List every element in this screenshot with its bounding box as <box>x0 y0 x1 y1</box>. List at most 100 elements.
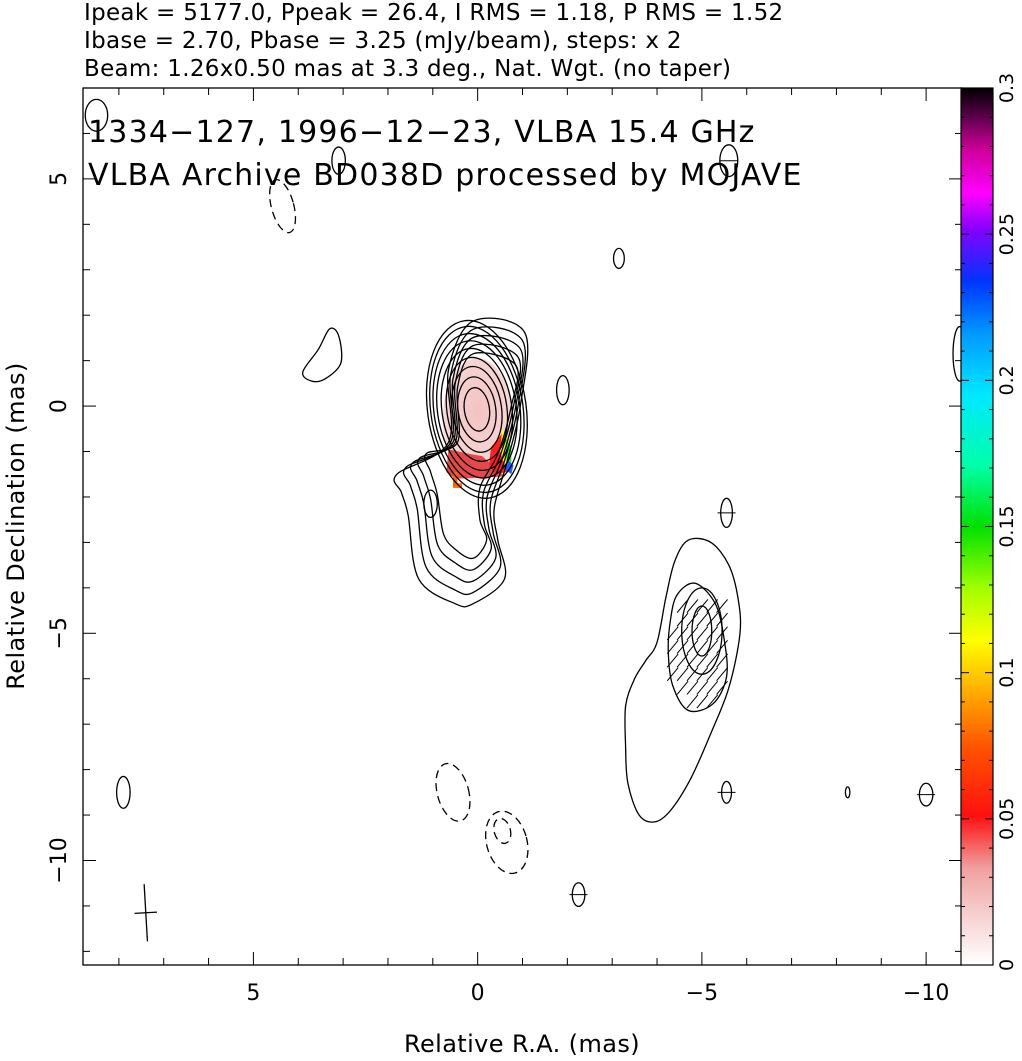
colorbar-ticks: 0 0.05 0.1 0.15 0.2 0.25 0.3 <box>961 73 1018 971</box>
core-jet-contour <box>409 334 524 583</box>
polarization-vector <box>696 680 709 695</box>
colorbar-tick-label: 0.1 <box>996 658 1018 688</box>
polarization-vector <box>696 639 709 654</box>
source-annotation-line-2: VLBA Archive BD038D processed by MOJAVE <box>88 158 803 193</box>
isolated-contour <box>952 325 962 382</box>
source-annotation-line-1: 1334−127, 1996−12−23, VLBA 15.4 GHz <box>88 115 756 150</box>
jet-mid-contour <box>667 582 728 713</box>
polarization-vector <box>706 694 719 709</box>
isolated-contour <box>844 786 851 799</box>
y-tick-label: 5 <box>47 172 72 186</box>
polarization-vector <box>716 667 728 682</box>
x-axis-label: Relative R.A. (mas) <box>404 1030 640 1058</box>
negative-contour <box>268 179 297 234</box>
polarization-vector <box>706 599 719 613</box>
polarization-vector <box>676 626 689 641</box>
polarization-vector <box>706 612 719 627</box>
polarization-vector <box>676 612 689 627</box>
polarization-vector <box>686 626 699 641</box>
axis-ticks: 5 0 −5 −10 5 0 −5 −10 <box>47 87 962 1006</box>
x-tick-label: 5 <box>246 981 260 1006</box>
polarization-vector <box>686 653 699 668</box>
polarization-vector <box>696 626 709 641</box>
polarization-vector <box>686 612 699 627</box>
polarization-vector <box>716 639 728 654</box>
polarization-vector <box>706 680 719 695</box>
header-line-1: Ipeak = 5177.0, Ppeak = 26.4, I RMS = 1.… <box>84 0 783 26</box>
isolated-contour-blob <box>302 327 343 383</box>
polarization-vector <box>706 626 719 641</box>
polarization-vector <box>716 626 728 641</box>
core-contour <box>425 319 528 499</box>
y-tick-label: −10 <box>47 837 72 883</box>
plot-area: 5 0 −5 −10 5 0 −5 −10 <box>47 87 963 1006</box>
core-contour <box>451 365 503 453</box>
isolated-contour <box>115 775 131 809</box>
polarization-vector <box>686 599 699 613</box>
y-tick-label: −5 <box>47 617 72 649</box>
y-axis-label: Relative Declination (mas) <box>2 362 30 689</box>
core-contour <box>445 356 509 462</box>
isolated-contour <box>612 247 625 270</box>
polarization-vector <box>676 599 689 613</box>
polarization-vector <box>716 653 728 668</box>
colorbar-tick-label: 0.3 <box>996 73 1018 103</box>
polarization-vector <box>696 694 709 709</box>
polarization-vector <box>706 667 719 682</box>
colorbar-tick-label: 0.05 <box>996 798 1018 840</box>
polarization-vector <box>666 667 679 682</box>
polarization-vector <box>696 612 709 627</box>
header-line-2: Ibase = 2.70, Pbase = 3.25 (mJy/beam), s… <box>84 28 682 54</box>
negative-contour <box>484 810 529 875</box>
polarization-vector <box>676 639 689 654</box>
isolated-contour <box>555 374 570 406</box>
colorbar-tick-label: 0.2 <box>996 365 1018 395</box>
core-contour <box>457 376 497 443</box>
colorbar-tick-label: 0.25 <box>996 213 1018 255</box>
polarization-vector <box>706 653 719 668</box>
negative-contour <box>435 762 471 822</box>
core-contour <box>432 332 522 486</box>
header-line-3: Beam: 1.26x0.50 mas at 3.3 deg., Nat. Wg… <box>84 56 731 82</box>
polarization-vector <box>696 667 709 682</box>
polarization-vector <box>716 612 728 627</box>
polarization-vector <box>706 639 719 654</box>
isolated-contour <box>84 98 109 132</box>
polarization-vector <box>686 639 699 654</box>
polarization-vector <box>666 626 679 641</box>
core-contour <box>440 347 514 471</box>
polarization-red-region <box>446 449 505 479</box>
x-tick-label: −10 <box>903 981 949 1006</box>
core-jet-contour <box>393 317 529 608</box>
polarization-vector <box>666 653 679 668</box>
polarization-vector <box>716 680 728 695</box>
polarization-vector <box>666 639 679 654</box>
polarization-vector <box>696 653 709 668</box>
core-contour <box>463 387 491 432</box>
negative-contour <box>493 817 512 845</box>
plot-content <box>84 98 962 942</box>
polarization-vector <box>676 680 689 695</box>
core-contour <box>435 340 518 479</box>
polarization-vector <box>676 667 689 682</box>
core-contour <box>429 325 525 494</box>
x-tick-label: −5 <box>686 981 718 1006</box>
jet-outer-contour <box>624 537 742 823</box>
colorbar: 0 0.05 0.1 0.15 0.2 0.25 0.3 <box>960 73 1018 971</box>
beam-cross <box>134 884 158 942</box>
x-tick-label: 0 <box>471 981 485 1006</box>
colorbar-tick-label: 0 <box>996 959 1018 971</box>
polarization-vector <box>686 680 699 695</box>
polarization-vector <box>686 694 699 709</box>
core-jet-inner-contour <box>423 489 438 519</box>
isolated-contour <box>331 146 347 175</box>
polarization-vector <box>676 653 689 668</box>
polarization-vector <box>716 599 728 613</box>
y-tick-label: 0 <box>47 399 72 413</box>
beam-minor-axis <box>134 911 158 915</box>
plot-frame <box>82 87 963 966</box>
core-jet-contour <box>416 343 522 571</box>
colorbar-tick-label: 0.15 <box>996 505 1018 547</box>
polarization-vector <box>696 599 709 613</box>
